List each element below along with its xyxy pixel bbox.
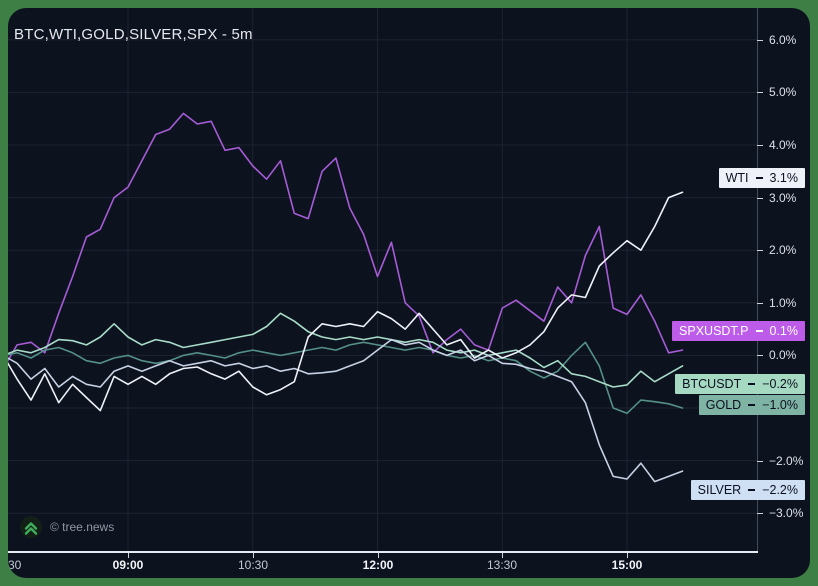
series-label-value: −1.0% (762, 398, 798, 412)
price-axis-label: 2.0% (757, 241, 810, 259)
series-label-value: 0.1% (769, 324, 799, 338)
price-tick-text: 1.0% (769, 296, 797, 310)
tree-news-logo-icon (20, 516, 42, 538)
series-label-value: 3.1% (769, 171, 799, 185)
watermark-label: © tree.news (50, 520, 115, 534)
price-tick (757, 144, 763, 146)
price-chart-plot[interactable] (8, 8, 757, 551)
series-label-tick (748, 383, 756, 385)
price-tick-text: 5.0% (769, 85, 797, 99)
price-tick (757, 91, 763, 93)
price-tick-text: 0.0% (769, 348, 797, 362)
btcusdt-line[interactable] (8, 312, 684, 388)
series-label-name: SPXUSDT.P (679, 324, 749, 338)
gold-line[interactable] (8, 341, 684, 415)
spxusdt-p-line[interactable] (8, 112, 684, 368)
time-tick (502, 553, 503, 558)
price-tick (757, 197, 763, 199)
price-axis-label: 0.0% (757, 346, 810, 364)
series-label-btcusdt[interactable]: BTCUSDT −0.2% (675, 374, 805, 394)
series-label-name: SILVER (697, 483, 742, 497)
price-axis-label: −3.0% (757, 504, 810, 522)
chart-title: BTC,WTI,GOLD,SILVER,SPX - 5m (14, 26, 253, 43)
series-label-name: WTI (725, 171, 749, 185)
price-tick-text: 3.0% (769, 191, 797, 205)
series-label-value: −0.2% (762, 377, 798, 391)
time-axis[interactable]: 30 09:00 10:30 12:00 13:30 15:00 (8, 553, 810, 578)
series-label-name: GOLD (705, 398, 742, 412)
time-tick (253, 553, 254, 558)
price-tick-text: 4.0% (769, 138, 797, 152)
series-label-value: −2.2% (762, 483, 798, 497)
series-label-tick (748, 489, 756, 491)
price-tick (757, 302, 763, 304)
series-label-tick (748, 404, 756, 406)
series-label-gold[interactable]: GOLD −1.0% (698, 395, 805, 415)
series-label-wti[interactable]: WTI 3.1% (718, 168, 805, 188)
time-tick (378, 553, 379, 558)
series-label-name: BTCUSDT (682, 377, 742, 391)
price-tick (757, 249, 763, 251)
price-axis-label: 3.0% (757, 189, 810, 207)
watermark[interactable]: © tree.news (20, 516, 114, 538)
price-tick-text: −3.0% (769, 506, 804, 520)
time-axis-label: 12:00 (362, 558, 394, 572)
series-label-spxusdt-p[interactable]: SPXUSDT.P 0.1% (672, 321, 805, 341)
price-tick-text: 6.0% (769, 33, 797, 47)
time-axis-label: 15:00 (611, 558, 643, 572)
time-axis-separator (8, 551, 758, 553)
silver-line[interactable] (8, 338, 684, 483)
price-axis-separator (757, 8, 758, 551)
series-label-silver[interactable]: SILVER −2.2% (690, 480, 805, 500)
price-tick (757, 354, 763, 356)
price-axis-label: 1.0% (757, 294, 810, 312)
price-tick (757, 512, 763, 514)
price-tick-text: −2.0% (769, 454, 804, 468)
time-axis-label: 09:00 (112, 558, 144, 572)
price-axis-label: −2.0% (757, 452, 810, 470)
series-label-tick (755, 330, 763, 332)
time-axis-label: 10:30 (237, 558, 269, 572)
price-axis-label: 5.0% (757, 83, 810, 101)
price-tick (757, 460, 763, 462)
time-tick (627, 553, 628, 558)
time-tick (128, 553, 129, 558)
time-axis-label: 30 (8, 558, 22, 572)
wti-line[interactable] (8, 191, 684, 412)
time-axis-label: 13:30 (486, 558, 518, 572)
chart-panel: BTC,WTI,GOLD,SILVER,SPX - 5m 6.0% 5.0% 4.0… (8, 8, 810, 578)
price-tick-text: 2.0% (769, 243, 797, 257)
price-tick (757, 39, 763, 41)
series-label-tick (755, 177, 763, 179)
price-axis-label: 6.0% (757, 31, 810, 49)
price-axis-label: 4.0% (757, 136, 810, 154)
